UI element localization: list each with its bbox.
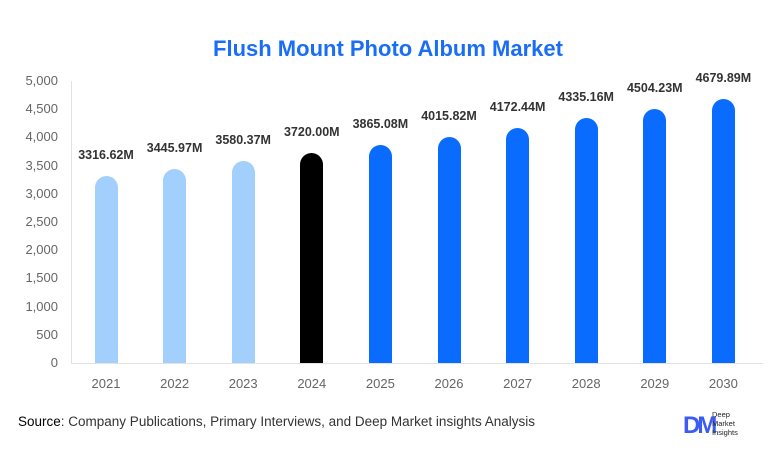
y-tick-label: 0 — [50, 355, 58, 370]
bar-2028 — [574, 118, 598, 363]
source-text: : Company Publications, Primary Intervie… — [60, 414, 535, 429]
value-label: 4015.82M — [421, 108, 477, 123]
bar-2021 — [94, 175, 118, 363]
value-label: 3445.97M — [146, 140, 203, 155]
bar-2022 — [163, 168, 187, 363]
source-label: Source — [18, 414, 61, 429]
value-label: 4335.16M — [558, 90, 614, 105]
y-tick-label: 3,000 — [25, 185, 58, 201]
chart-title: Flush Mount Photo Album Market — [213, 36, 563, 61]
value-label: 4504.23M — [626, 80, 683, 95]
value-label: 3720.00M — [283, 125, 340, 140]
source-note: Source: Company Publications, Primary In… — [18, 414, 535, 429]
bar-2024 — [300, 153, 324, 363]
x-tick-label: 2027 — [503, 376, 533, 391]
value-label: 3316.62M — [78, 147, 134, 162]
logo-mark: DM — [683, 412, 717, 439]
y-tick-label: 2,000 — [25, 242, 58, 258]
bar-2026 — [437, 136, 461, 363]
bar-2029 — [643, 108, 667, 363]
logo-text: Deep Market Insights — [712, 410, 738, 437]
brand-logo: DM Deep Market Insights — [683, 410, 763, 440]
value-label: 3580.37M — [215, 133, 271, 148]
y-tick-label: 3,500 — [25, 157, 58, 173]
x-tick-label: 2030 — [708, 376, 738, 391]
x-tick-label: 2028 — [571, 376, 601, 391]
y-tick-label: 1,000 — [25, 298, 58, 314]
x-tick-label: 2029 — [640, 376, 670, 391]
plot-area: 0 500 1,000 1,500 2,000 2,500 3,000 3,500 4,000 4… — [25, 71, 763, 391]
value-label: 4172.44M — [489, 99, 546, 114]
y-tick-label: 2,500 — [25, 214, 58, 229]
bar-2025 — [368, 145, 392, 363]
x-axis-line — [71, 363, 763, 364]
value-label: 3865.08M — [352, 117, 409, 131]
x-tick-label: 2024 — [297, 376, 327, 391]
bar-2027 — [506, 127, 530, 363]
logo-line: Insights — [712, 428, 738, 437]
y-tick-label: 4,500 — [25, 101, 58, 117]
x-tick-label: 2025 — [365, 376, 395, 391]
logo-line: Deep — [712, 410, 730, 419]
bar-2030 — [711, 99, 735, 363]
bar-2023 — [231, 161, 255, 363]
y-tick-label: 500 — [36, 326, 58, 342]
x-tick-label: 2023 — [228, 376, 258, 391]
y-axis-line — [71, 81, 72, 363]
x-tick-label: 2021 — [91, 376, 121, 391]
y-tick-label: 1,500 — [25, 270, 58, 286]
logo-line: Market — [712, 419, 735, 428]
value-label: 4679.89M — [695, 71, 752, 86]
x-tick-label: 2022 — [160, 376, 190, 391]
x-tick-label: 2026 — [434, 376, 464, 391]
y-tick-label: 5,000 — [25, 73, 58, 88]
y-tick-label: 4,000 — [25, 129, 58, 145]
